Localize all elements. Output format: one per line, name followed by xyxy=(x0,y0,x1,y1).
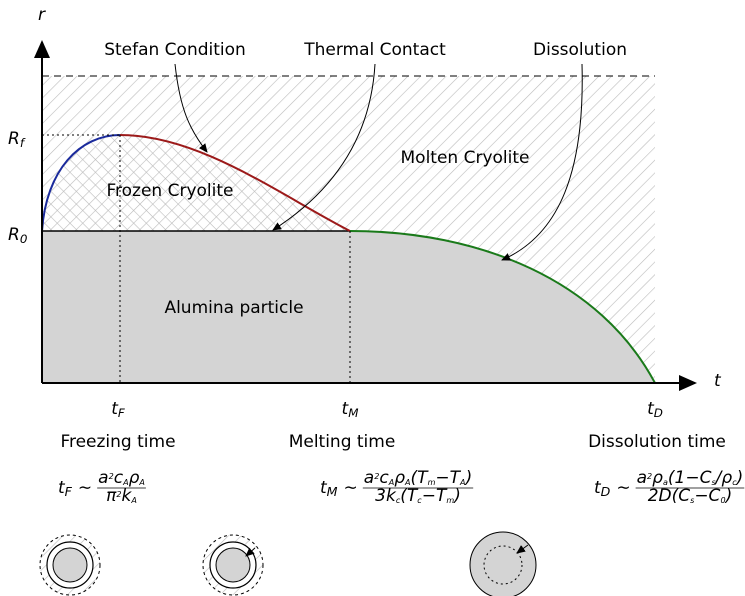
math-text: /ρ xyxy=(714,468,733,488)
formula-lhs: tD xyxy=(594,478,611,499)
level-label: R0 xyxy=(8,225,27,246)
formula-lhs: tM xyxy=(320,478,338,499)
numerator: a2cAρA xyxy=(98,468,145,488)
math-text: −T xyxy=(435,468,461,488)
numerator: a2cAρA(Tm−TA) xyxy=(364,468,472,488)
denominator: π2kA xyxy=(106,486,137,506)
subscript: F xyxy=(118,406,125,420)
math-text: ρ xyxy=(129,468,140,488)
denominator: 2D(Cs−C0) xyxy=(648,486,733,506)
math-text: a xyxy=(364,468,374,488)
time-name: Freezing time xyxy=(60,432,175,452)
math-text: (1−C xyxy=(668,468,712,488)
time-name: Melting time xyxy=(289,432,396,452)
time-symbol: tM xyxy=(342,399,359,420)
math-text: ) xyxy=(724,486,733,506)
math-text: a xyxy=(98,468,108,488)
numerator: a2ρa(1−Cs/ρc) xyxy=(637,468,744,488)
sketch-dissolve xyxy=(470,532,536,596)
region-label: Molten Cryolite xyxy=(401,148,530,168)
subscript: F xyxy=(65,484,73,499)
diagram: r t Stefan Condition Thermal Contact Dis… xyxy=(0,0,745,596)
annotation: Thermal Contact xyxy=(303,40,446,60)
subscript: f xyxy=(20,136,26,150)
math-text: −C xyxy=(694,486,720,506)
subscript: D xyxy=(654,406,663,420)
math-text: a xyxy=(637,468,647,488)
math-text: ) xyxy=(735,468,744,488)
denominator: 3kc(Tc−Tm) xyxy=(375,486,461,506)
region-label: Alumina particle xyxy=(164,298,303,318)
math-text: ρ xyxy=(652,468,663,488)
time-symbol: tD xyxy=(647,399,663,420)
time-name: Dissolution time xyxy=(588,432,726,452)
subscript: M xyxy=(348,406,358,420)
subscript: D xyxy=(601,484,611,499)
math-text: ) xyxy=(452,486,461,506)
formula-rel: ∼ xyxy=(78,478,92,498)
annotation: Stefan Condition xyxy=(104,40,246,60)
math-text: R xyxy=(8,129,20,149)
math-text: (T xyxy=(411,468,430,488)
annotation: Dissolution xyxy=(533,40,627,60)
math-text: −T xyxy=(422,486,448,506)
math-text: ρ xyxy=(394,468,405,488)
r-label: r xyxy=(38,5,46,25)
subscript: 0 xyxy=(20,232,28,246)
formula-rel: ∼ xyxy=(344,478,358,498)
math-text: (T xyxy=(400,486,419,506)
math-text: R xyxy=(8,225,20,245)
formulas: tF∼a2cAρAπ2kAtM∼a2cAρA(Tm−TA)3kc(Tc−Tm)t… xyxy=(58,468,744,506)
region-label: Frozen Cryolite xyxy=(106,181,233,201)
math-text: ) xyxy=(464,468,473,488)
subscript: A xyxy=(130,496,137,505)
math-text: 2D(C xyxy=(648,486,691,506)
math-text: 3k xyxy=(375,486,397,506)
t-label: t xyxy=(714,371,722,391)
time-symbol: tF xyxy=(111,399,125,420)
subscript: A xyxy=(138,478,145,487)
level-label: Rf xyxy=(8,129,26,150)
formula-rel: ∼ xyxy=(616,478,630,498)
subscript: M xyxy=(327,484,338,499)
sketch-melt xyxy=(203,535,263,595)
formula-lhs: tF xyxy=(58,478,73,499)
subscript: m xyxy=(446,496,454,505)
sketch-freeze xyxy=(40,535,100,595)
